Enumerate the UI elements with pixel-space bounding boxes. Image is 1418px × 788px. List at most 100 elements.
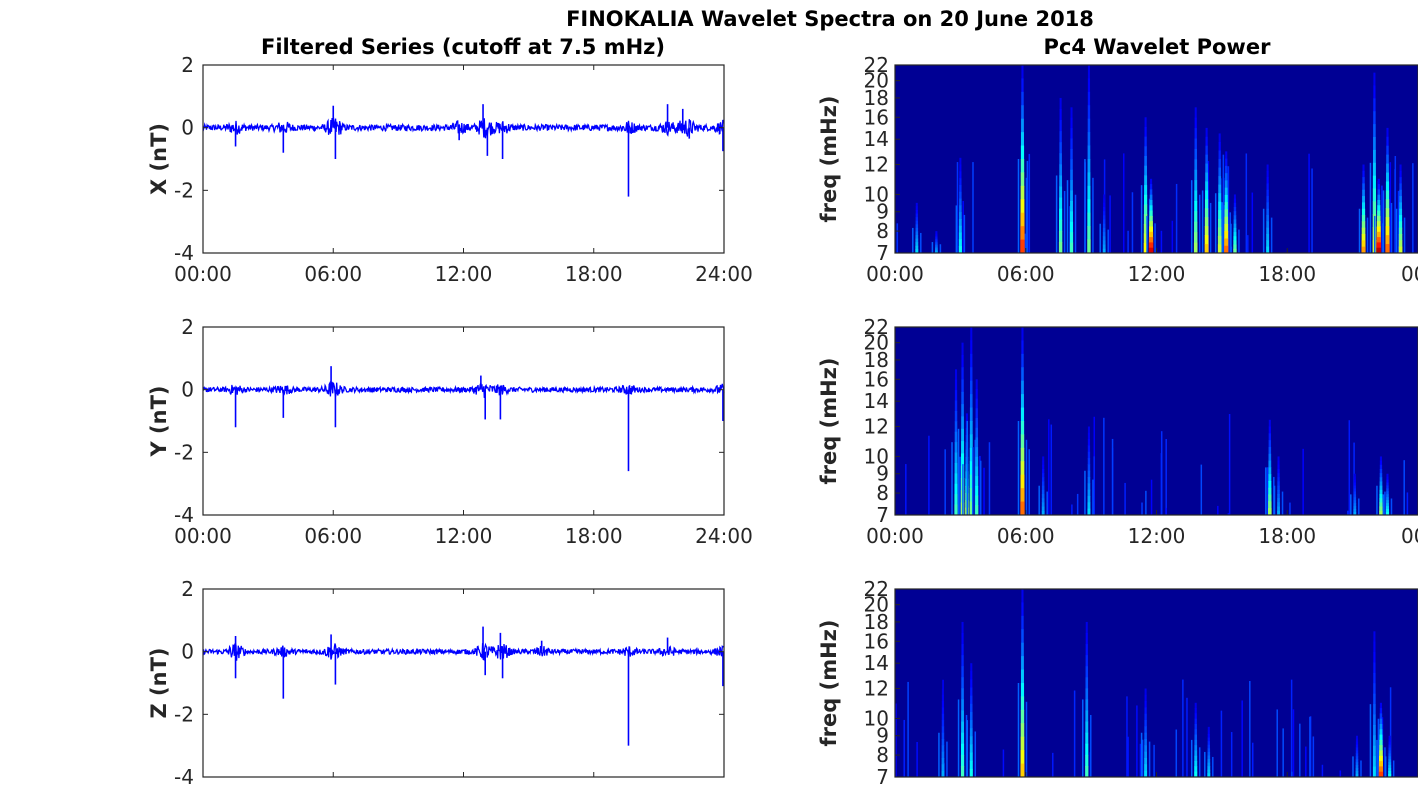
y-tick-label: 20 [864,593,889,617]
x-series-ylabel: X (nT) [147,123,171,195]
y-wavelet-streak [1268,419,1271,428]
z-wavelet-streak [1388,762,1392,766]
y-tick-label: 22 [864,315,889,339]
y-wavelet-streak [1379,506,1383,512]
y-wavelet-streak [1020,434,1025,449]
z-wavelet-streak [1144,732,1147,740]
x-tick-label: 06:00 [304,524,362,548]
y-tick-label: 9 [876,200,889,224]
y-wavelet-streak [970,380,973,395]
z-wavelet-streak [961,621,964,634]
x-tick-label: 12:00 [435,262,493,286]
z-wavelet-streak [1388,765,1392,769]
z-wavelet-streak [1355,738,1359,743]
y-tick-label: 12 [864,415,889,439]
y-tick-label: 9 [876,724,889,748]
wavelet-panel-title: Pc4 Wavelet Power [1044,35,1272,59]
z-wavelet-streak [970,687,973,697]
z-wavelet-streak [961,699,964,712]
z-wavelet-streak [1194,750,1198,757]
x-tick-label: 00:00 [174,524,232,548]
x-wavelet-streak [1102,240,1106,246]
z-wavelet-streak [1355,771,1359,775]
y-wavelet-streak [1021,340,1024,355]
x-wavelet-streak [1194,200,1198,212]
x-wavelet-background [895,65,1418,253]
x-tick-label: 18:00 [1258,524,1316,548]
y-wavelet-streak [1041,510,1045,515]
z-wavelet-streak [1020,696,1025,711]
y-wavelet-streak [969,407,973,422]
z-wavelet-streak [961,732,965,745]
x-wavelet-streak [1398,221,1403,229]
y-wavelet-streak [1020,407,1025,422]
x-wavelet-streak [1362,177,1365,184]
y-wavelet-streak [1087,470,1091,478]
x-wavelet-streak [1204,199,1209,209]
x-wavelet-streak [1233,215,1237,221]
y-tick-label: -2 [174,702,194,726]
series-panel-title: Filtered Series (cutoff at 7.5 mHz) [261,35,665,59]
x-wavelet-streak [1102,227,1106,233]
x-wavelet-streak [1377,184,1380,190]
x-wavelet-streak [1361,234,1366,241]
z-wavelet-streak [1021,642,1024,657]
y-wavelet-streak [1277,456,1280,462]
z-series-ylabel: Z (nT) [147,647,171,718]
y-tick-label: -4 [174,765,194,788]
z-wavelet-streak [1020,750,1025,765]
z-wavelet-streak [1194,713,1197,720]
x-wavelet-streak [1103,206,1106,212]
x-wavelet-streak [1376,242,1382,249]
x-wavelet-streak [1362,164,1365,172]
x-series-trace [202,116,725,139]
z-wavelet-streak [961,710,964,723]
x-wavelet-streak [1399,177,1402,184]
x-wavelet-streak [1193,232,1198,244]
z-wavelet-streak [1144,726,1147,734]
y-wavelet-streak [954,442,958,454]
x-wavelet-streak [1193,242,1198,253]
x-wavelet-streak [1372,201,1377,215]
x-wavelet-streak [1087,132,1091,147]
x-wavelet-streak [1070,169,1073,181]
x-wavelet-streak [935,248,938,251]
x-wavelet-streak [1386,172,1389,183]
z-wavelet-streak [1194,739,1198,746]
y-wavelet-streak [961,354,964,368]
y-wavelet-streak [1353,497,1357,501]
x-wavelet-streak [1194,128,1197,140]
x-wavelet-streak [1361,221,1366,229]
z-wavelet-streak [1021,629,1024,644]
z-wavelet-streak [1207,773,1211,777]
x-wavelet-streak [959,191,962,200]
x-wavelet-streak [1143,223,1148,235]
x-wavelet-streak [1059,97,1062,110]
z-wavelet-streak [1388,753,1391,757]
x-wavelet-streak [1087,65,1090,79]
y-wavelet-streak [970,327,973,341]
x-wavelet-streak [1087,145,1091,160]
z-wavelet-streak [1207,755,1211,760]
z-wavelet-streak [1379,739,1383,746]
y-wavelet-streak [1041,481,1045,487]
x-wavelet-streak [1070,148,1073,160]
z-wavelet-streak [1379,745,1383,751]
y-wavelet-streak [975,379,978,390]
y-wavelet-streak [1042,460,1045,466]
z-wavelet-streak [1085,710,1089,723]
z-wavelet-streak [961,644,964,656]
x-wavelet-streak [1087,172,1091,187]
z-wavelet-streak [1388,756,1391,760]
x-wavelet-streak [1103,202,1106,208]
z-wavelet-streak [970,703,973,713]
x-wavelet-streak [1217,235,1222,245]
y-wavelet-streak [1268,453,1272,462]
x-wavelet-streak [1218,159,1221,169]
x-wavelet-streak [1149,189,1153,196]
x-wavelet-streak [1150,178,1153,185]
z-wavelet-streak [1388,750,1391,754]
y-wavelet-streak [1020,474,1025,489]
z-wavelet-streak [1085,633,1088,645]
x-wavelet-streak [1194,138,1197,150]
